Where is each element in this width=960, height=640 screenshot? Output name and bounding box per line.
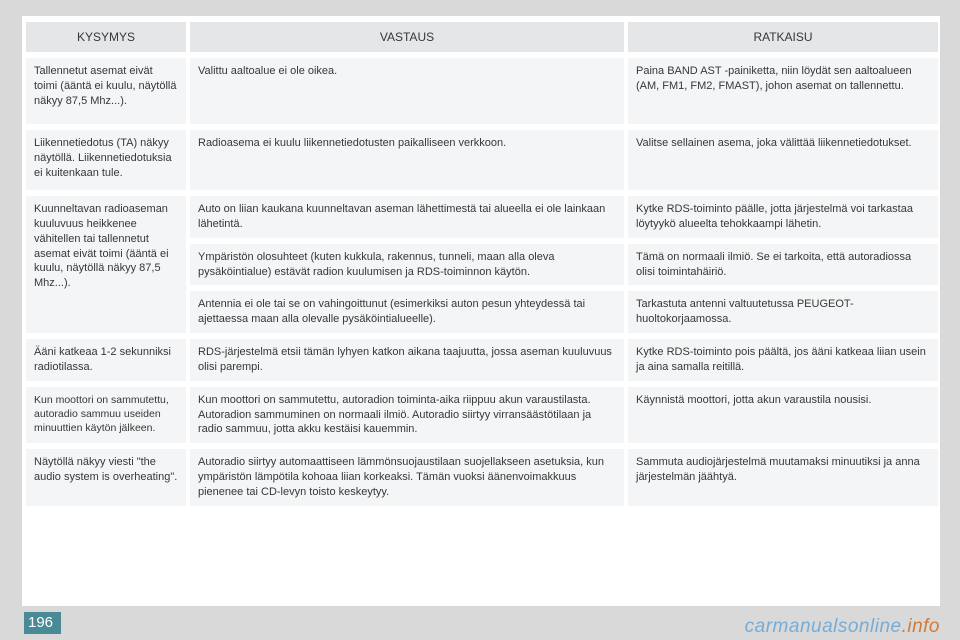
cell-question: Ääni katkeaa 1-2 sekunniksi radiotilassa… (26, 339, 186, 381)
watermark: carmanualsonline.info (745, 616, 940, 638)
faq-table: KYSYMYS VASTAUS RATKAISU Tallennetut ase… (22, 16, 942, 512)
cell-question: Näytöllä näkyy viesti "the audio system … (26, 449, 186, 506)
cell-solution: Kytke RDS-toiminto pois päältä, jos ääni… (628, 339, 938, 381)
table-row: Näytöllä näkyy viesti "the audio system … (26, 449, 938, 506)
watermark-domain: carmanualsonline (745, 616, 902, 637)
cell-solution: Paina BAND AST -painiketta, niin löydät … (628, 58, 938, 124)
cell-solution: Tämä on normaali ilmiö. Se ei tarkoita, … (628, 244, 938, 286)
page-container: KYSYMYS VASTAUS RATKAISU Tallennetut ase… (22, 16, 940, 606)
table-row: Kuunneltavan radioaseman kuuluvuus heikk… (26, 196, 938, 238)
cell-question: Liikennetiedotus (TA) näkyy näytöllä. Li… (26, 130, 186, 190)
cell-solution: Valitse sellainen asema, joka välittää l… (628, 130, 938, 190)
page-number: 196 (24, 612, 61, 634)
table-row: Ääni katkeaa 1-2 sekunniksi radiotilassa… (26, 339, 938, 381)
cell-answer: Antennia ei ole tai se on vahingoittunut… (190, 291, 624, 333)
header-question: KYSYMYS (26, 22, 186, 52)
cell-question: Tallennetut asemat eivät toimi (ääntä ei… (26, 58, 186, 124)
watermark-tld: .info (902, 616, 940, 637)
cell-solution: Kytke RDS-toiminto päälle, jotta järjest… (628, 196, 938, 238)
cell-answer: Valittu aaltoalue ei ole oikea. (190, 58, 624, 124)
cell-question: Kuunneltavan radioaseman kuuluvuus heikk… (26, 196, 186, 333)
cell-answer: RDS-järjestelmä etsii tämän lyhyen katko… (190, 339, 624, 381)
cell-solution: Sammuta audiojärjestelmä muutamaksi minu… (628, 449, 938, 506)
table-row: Tallennetut asemat eivät toimi (ääntä ei… (26, 58, 938, 124)
cell-answer: Radioasema ei kuulu liikennetiedotusten … (190, 130, 624, 190)
header-solution: RATKAISU (628, 22, 938, 52)
cell-solution: Tarkastuta antenni valtuutetussa PEUGEOT… (628, 291, 938, 333)
header-answer: VASTAUS (190, 22, 624, 52)
cell-answer: Kun moottori on sammutettu, autoradion t… (190, 387, 624, 444)
table-row: Kun moottori on sammutettu, autoradio sa… (26, 387, 938, 444)
cell-solution: Käynnistä moottori, jotta akun varaustil… (628, 387, 938, 444)
cell-answer: Auto on liian kaukana kuunneltavan asema… (190, 196, 624, 238)
cell-answer: Autoradio siirtyy automaattiseen lämmöns… (190, 449, 624, 506)
table-row: Liikennetiedotus (TA) näkyy näytöllä. Li… (26, 130, 938, 190)
cell-answer: Ympäristön olosuhteet (kuten kukkula, ra… (190, 244, 624, 286)
cell-question: Kun moottori on sammutettu, autoradio sa… (26, 387, 186, 444)
